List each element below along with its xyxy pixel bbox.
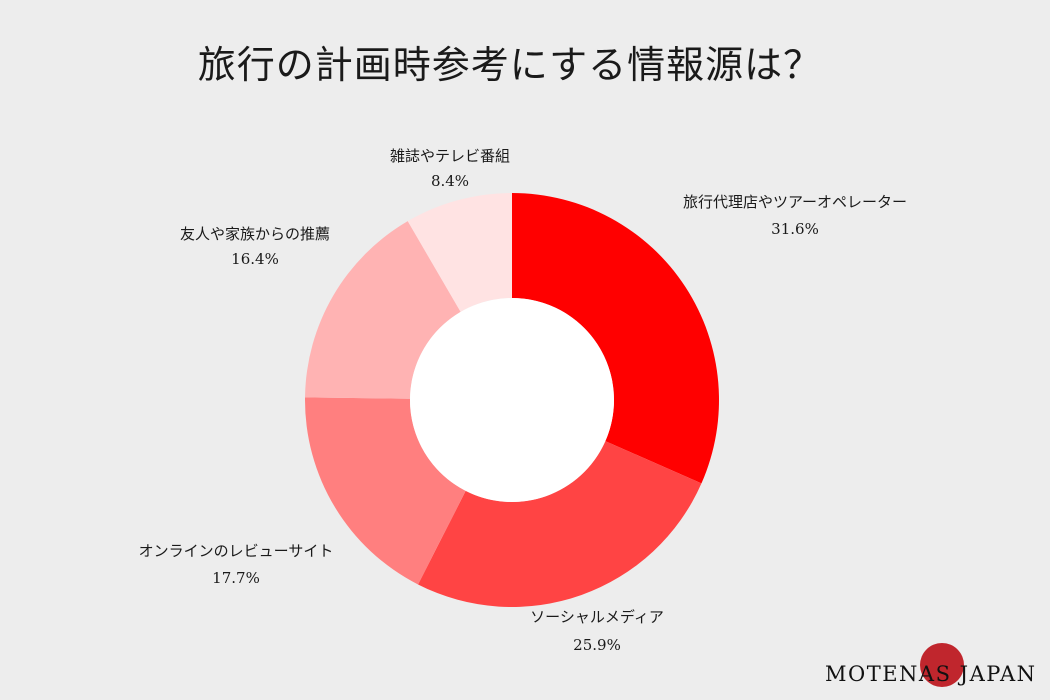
slice-value-2: 25.9% [573, 636, 621, 654]
donut-slice-1 [512, 193, 719, 484]
slice-label-4: 友人や家族からの推薦 [180, 225, 330, 243]
donut-hole [410, 298, 614, 502]
slice-value-1: 31.6% [771, 220, 819, 238]
donut-slice-3 [305, 397, 466, 585]
slice-labels: 旅行代理店やツアーオペレーター 31.6% ソーシャルメディア 25.9% オンラインの… [139, 147, 907, 654]
slice-value-4: 16.4% [231, 250, 279, 268]
donut-slice-5 [407, 193, 512, 312]
donut-slice-2 [418, 441, 702, 607]
chart-title: 旅行の計画時参考にする情報源は？ [197, 43, 823, 87]
slice-label-1: 旅行代理店やツアーオペレーター [683, 193, 907, 211]
donut-slice-4 [305, 221, 461, 399]
brand-name: MOTENAS JAPAN [825, 662, 1037, 686]
slice-value-5: 8.4% [431, 172, 469, 190]
slice-label-5: 雑誌やテレビ番組 [390, 147, 510, 165]
slice-label-3: オンラインのレビューサイト [139, 542, 334, 560]
donut-slices [305, 193, 719, 607]
slice-label-2: ソーシャルメディア [530, 608, 664, 626]
brand-logo: MOTENAS JAPAN [825, 643, 1045, 696]
brand-circle-icon [920, 643, 964, 687]
slice-value-3: 17.7% [212, 569, 260, 587]
